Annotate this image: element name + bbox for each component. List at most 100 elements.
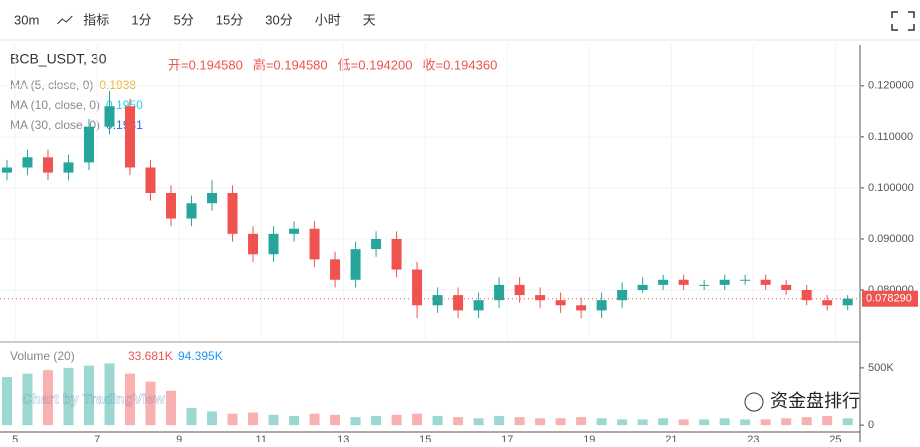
candle-body [1, 167, 12, 173]
volume-bar [391, 414, 402, 426]
x-tick-label: 7 [94, 434, 100, 442]
candle [63, 154, 74, 181]
y-tick-label: 0.120000 [868, 80, 914, 92]
volume-bar [125, 373, 136, 426]
toolbar-button[interactable]: 天 [363, 12, 376, 27]
candle [268, 226, 279, 262]
volume-bar [145, 381, 156, 426]
candle [350, 241, 361, 288]
candle-body [822, 300, 833, 306]
volume-bar [453, 417, 464, 426]
candle [576, 297, 587, 319]
volume-bar [760, 419, 771, 426]
candle-body [740, 279, 751, 281]
candle [1, 159, 12, 181]
volume-bar [330, 414, 341, 426]
x-tick-label: 25 [829, 434, 841, 442]
candle [658, 274, 669, 290]
x-tick-label: 21 [665, 434, 677, 442]
volume-bar [596, 418, 607, 426]
candle-body [678, 279, 689, 285]
watermark: Chart by TradingView [22, 391, 165, 407]
ohlc-value: 高=0.194580 [253, 57, 328, 72]
candle-body [514, 284, 525, 296]
study-value: 0.1938 [99, 78, 136, 92]
toolbar-button[interactable]: 指标 [83, 12, 109, 27]
candle-body [842, 298, 853, 306]
candle [453, 287, 464, 319]
last-price-label: 0.078290 [866, 293, 912, 305]
candle-body [617, 289, 628, 301]
candle [125, 98, 136, 176]
candle [145, 159, 156, 201]
candle-body [248, 233, 259, 255]
volume-bar [42, 370, 53, 426]
toolbar-button[interactable]: 1分 [131, 12, 151, 27]
x-tick-label: 9 [176, 434, 182, 442]
toolbar-button[interactable]: 30分 [265, 12, 292, 27]
volume-bar [781, 418, 792, 426]
volume-bar [1, 377, 12, 426]
indicator-icon [56, 15, 73, 25]
candle-body [473, 300, 484, 311]
candle [166, 185, 177, 227]
candle [391, 231, 402, 278]
candle [781, 279, 792, 296]
candle-body [658, 279, 669, 285]
volume-bar [555, 418, 566, 426]
candle [637, 277, 648, 293]
candle-body [453, 295, 464, 311]
toolbar [0, 0, 920, 40]
volume-bar [822, 415, 833, 426]
candle-body [412, 269, 423, 306]
candle-body [576, 305, 587, 311]
last-price-tag [862, 290, 918, 307]
fullscreen-icon[interactable] [891, 11, 915, 31]
volume-bar [186, 407, 197, 426]
volume-bar [289, 415, 300, 426]
x-tick-label: 19 [583, 434, 595, 442]
candle [617, 282, 628, 308]
volume-bar [371, 415, 382, 426]
candle [555, 292, 566, 313]
candle-body [637, 284, 648, 290]
candle-body [781, 284, 792, 290]
candle [104, 90, 115, 135]
brand: 资金盘排行 [744, 391, 860, 412]
volume-bar [432, 415, 443, 426]
candle-body [760, 279, 771, 285]
candle-body [596, 300, 607, 311]
candle-body [330, 259, 341, 280]
toolbar-button[interactable]: 30m [14, 12, 39, 27]
ohlc-value: 开=0.194580 [168, 57, 243, 72]
candle-body [22, 157, 33, 168]
x-tick-label: 5 [12, 434, 18, 442]
candle [822, 295, 833, 311]
candle [514, 277, 525, 303]
toolbar-button[interactable]: 小时 [315, 12, 341, 27]
candle [22, 149, 33, 176]
candle-body [494, 284, 505, 301]
candle [740, 274, 751, 285]
x-tick-label: 15 [419, 434, 431, 442]
ohlc-value: 收=0.194360 [422, 57, 497, 72]
volume-bar [740, 419, 751, 426]
volume-value: 94.395K [178, 349, 223, 363]
toolbar-button[interactable]: 15分 [216, 12, 243, 27]
candle-body [63, 162, 74, 173]
volume-bar [207, 411, 218, 426]
y-tick-label: 0 [868, 419, 874, 431]
candle [719, 274, 730, 290]
candle-body [145, 167, 156, 194]
candle [227, 185, 238, 242]
volume-bar [617, 419, 628, 426]
x-tick-label: 13 [337, 434, 349, 442]
volume-bar [22, 373, 33, 426]
candle [535, 287, 546, 308]
candle-body [350, 249, 361, 280]
y-tick-label: 0.090000 [868, 233, 914, 245]
toolbar-button[interactable]: 5分 [174, 12, 194, 27]
candle-body [268, 233, 279, 255]
volume-bar [801, 417, 812, 426]
candle-body [555, 300, 566, 306]
